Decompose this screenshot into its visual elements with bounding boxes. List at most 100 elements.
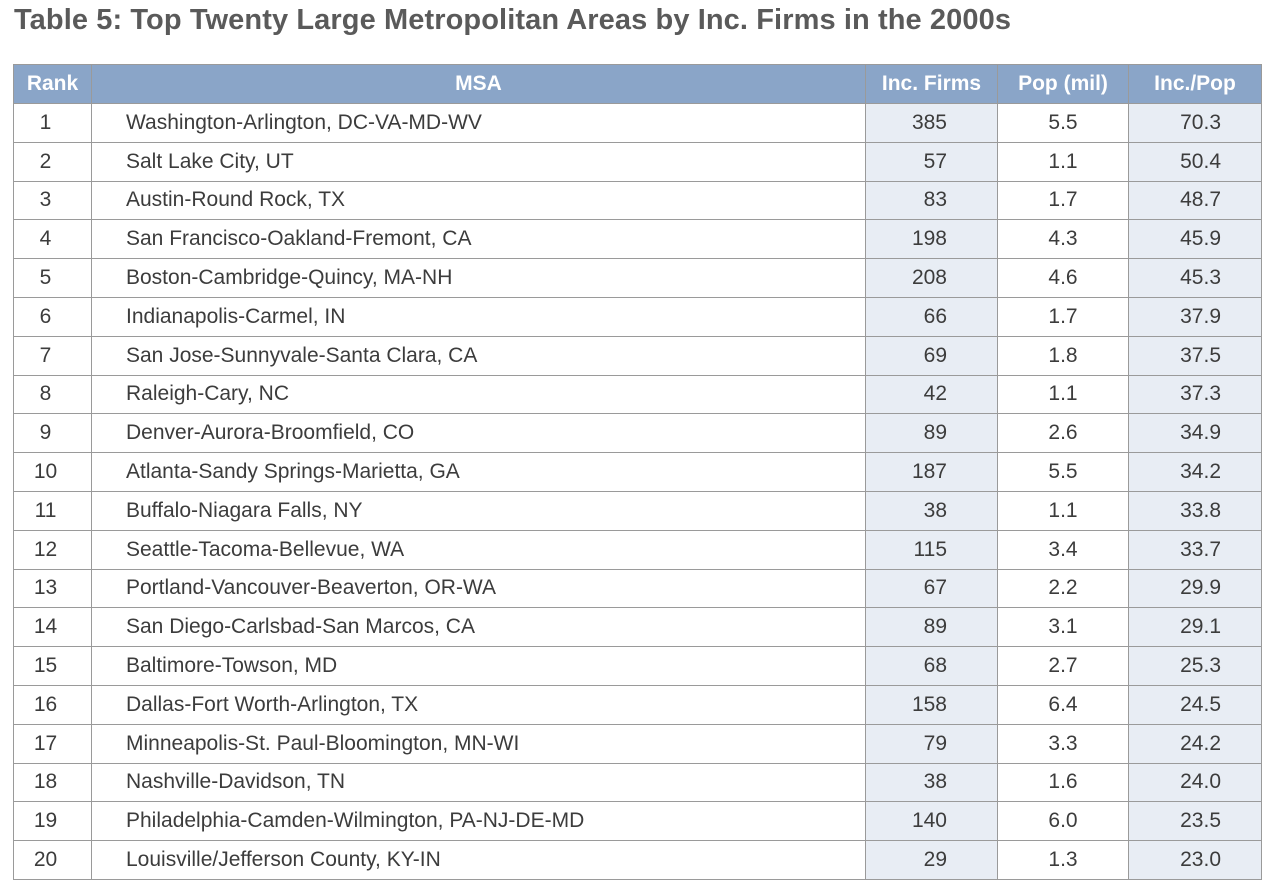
inc-per-pop-cell: 37.9 (1128, 296, 1262, 337)
pop-cell: 1.8 (997, 335, 1129, 376)
inc-per-pop-cell: 45.9 (1128, 219, 1262, 260)
table-row: 5 Boston-Cambridge-Quincy, MA-NH 208 4.6 45.… (13, 258, 1262, 298)
inc-firms-cell: 89 (865, 413, 998, 454)
rank-cell: 4 (13, 219, 92, 260)
pop-cell: 2.7 (997, 646, 1129, 686)
rank-cell: 12 (13, 529, 92, 570)
inc-per-pop-cell: 24.2 (1128, 723, 1262, 764)
inc-per-pop-cell: 48.7 (1128, 180, 1262, 221)
table-row: 3 Austin-Round Rock, TX 83 1.7 48.7 (13, 180, 1262, 221)
inc-firms-cell: 385 (865, 103, 998, 143)
table-row: 1 Washington-Arlington, DC-VA-MD-WV 385 5.5… (13, 103, 1262, 143)
msa-cell: Boston-Cambridge-Quincy, MA-NH (91, 258, 866, 298)
inc-per-pop-cell: 50.4 (1128, 141, 1262, 182)
table-row: 2 Salt Lake City, UT 57 1.1 50.4 (13, 141, 1262, 182)
inc-firms-cell: 66 (865, 296, 998, 337)
table-row: 15 Baltimore-Towson, MD 68 2.7 25.3 (13, 646, 1262, 686)
table-header-row: Rank MSA Inc. Firms Pop (mil) Inc./Pop (13, 64, 1262, 104)
table-title: Table 5: Top Twenty Large Metropolitan A… (14, 4, 1012, 36)
table-body: 1 Washington-Arlington, DC-VA-MD-WV 385 5.5… (13, 103, 1262, 880)
inc-per-pop-cell: 34.9 (1128, 413, 1262, 454)
inc-firms-cell: 68 (865, 646, 998, 686)
table-row: 9 Denver-Aurora-Broomfield, CO 89 2.6 34.9 (13, 413, 1262, 454)
rank-cell: 7 (13, 335, 92, 376)
msa-cell: San Jose-Sunnyvale-Santa Clara, CA (91, 335, 866, 376)
rank-cell: 13 (13, 568, 92, 609)
column-header-pop: Pop (mil) (997, 64, 1129, 104)
inc-firms-cell: 69 (865, 335, 998, 376)
inc-per-pop-cell: 33.8 (1128, 490, 1262, 531)
pop-cell: 1.1 (997, 141, 1129, 182)
inc-firms-cell: 158 (865, 684, 998, 725)
pop-cell: 3.4 (997, 529, 1129, 570)
inc-firms-cell: 79 (865, 723, 998, 764)
inc-per-pop-cell: 37.5 (1128, 335, 1262, 376)
rank-cell: 17 (13, 723, 92, 764)
inc-firms-cell: 140 (865, 801, 998, 842)
table-row: 11 Buffalo-Niagara Falls, NY 38 1.1 33.8 (13, 490, 1262, 531)
rank-cell: 18 (13, 762, 92, 803)
msa-cell: San Diego-Carlsbad-San Marcos, CA (91, 607, 866, 648)
msa-cell: Raleigh-Cary, NC (91, 374, 866, 415)
pop-cell: 4.3 (997, 219, 1129, 260)
inc-per-pop-cell: 23.5 (1128, 801, 1262, 842)
table-row: 10 Atlanta-Sandy Springs-Marietta, GA 187 5… (13, 452, 1262, 492)
pop-cell: 1.6 (997, 762, 1129, 803)
msa-cell: Minneapolis-St. Paul-Bloomington, MN-WI (91, 723, 866, 764)
pop-cell: 6.0 (997, 801, 1129, 842)
pop-cell: 1.1 (997, 374, 1129, 415)
rank-cell: 5 (13, 258, 92, 298)
inc-per-pop-cell: 45.3 (1128, 258, 1262, 298)
inc-firms-cell: 38 (865, 490, 998, 531)
rank-cell: 11 (13, 490, 92, 531)
inc-per-pop-cell: 37.3 (1128, 374, 1262, 415)
pop-cell: 1.1 (997, 490, 1129, 531)
rank-cell: 9 (13, 413, 92, 454)
inc-firms-cell: 89 (865, 607, 998, 648)
pop-cell: 4.6 (997, 258, 1129, 298)
msa-cell: Washington-Arlington, DC-VA-MD-WV (91, 103, 866, 143)
column-header-rank: Rank (13, 64, 92, 104)
msa-cell: Salt Lake City, UT (91, 141, 866, 182)
rank-cell: 15 (13, 646, 92, 686)
inc-firms-cell: 57 (865, 141, 998, 182)
column-header-msa: MSA (91, 64, 866, 104)
inc-firms-cell: 208 (865, 258, 998, 298)
pop-cell: 2.2 (997, 568, 1129, 609)
metro-areas-table: Rank MSA Inc. Firms Pop (mil) Inc./Pop 1… (13, 64, 1262, 880)
inc-firms-cell: 198 (865, 219, 998, 260)
inc-per-pop-cell: 29.1 (1128, 607, 1262, 648)
msa-cell: Atlanta-Sandy Springs-Marietta, GA (91, 452, 866, 492)
table-row: 4 San Francisco-Oakland-Fremont, CA 198 4.3… (13, 219, 1262, 260)
inc-firms-cell: 38 (865, 762, 998, 803)
inc-per-pop-cell: 70.3 (1128, 103, 1262, 143)
table-row: 19 Philadelphia-Camden-Wilmington, PA-NJ-… (13, 801, 1262, 842)
pop-cell: 5.5 (997, 103, 1129, 143)
msa-cell: Philadelphia-Camden-Wilmington, PA-NJ-DE… (91, 801, 866, 842)
inc-per-pop-cell: 23.0 (1128, 840, 1262, 880)
table-row: 14 San Diego-Carlsbad-San Marcos, CA 89 3.1… (13, 607, 1262, 648)
inc-firms-cell: 67 (865, 568, 998, 609)
rank-cell: 6 (13, 296, 92, 337)
table-row: 20 Louisville/Jefferson County, KY-IN 29 1.… (13, 840, 1262, 880)
msa-cell: Portland-Vancouver-Beaverton, OR-WA (91, 568, 866, 609)
msa-cell: San Francisco-Oakland-Fremont, CA (91, 219, 866, 260)
rank-cell: 3 (13, 180, 92, 221)
msa-cell: Seattle-Tacoma-Bellevue, WA (91, 529, 866, 570)
inc-per-pop-cell: 29.9 (1128, 568, 1262, 609)
pop-cell: 3.3 (997, 723, 1129, 764)
pop-cell: 1.7 (997, 180, 1129, 221)
pop-cell: 3.1 (997, 607, 1129, 648)
rank-cell: 8 (13, 374, 92, 415)
rank-cell: 10 (13, 452, 92, 492)
msa-cell: Denver-Aurora-Broomfield, CO (91, 413, 866, 454)
inc-per-pop-cell: 34.2 (1128, 452, 1262, 492)
msa-cell: Indianapolis-Carmel, IN (91, 296, 866, 337)
rank-cell: 20 (13, 840, 92, 880)
msa-cell: Buffalo-Niagara Falls, NY (91, 490, 866, 531)
table-row: 7 San Jose-Sunnyvale-Santa Clara, CA 69 1.8… (13, 335, 1262, 376)
pop-cell: 2.6 (997, 413, 1129, 454)
inc-firms-cell: 83 (865, 180, 998, 221)
pop-cell: 1.3 (997, 840, 1129, 880)
inc-per-pop-cell: 24.0 (1128, 762, 1262, 803)
